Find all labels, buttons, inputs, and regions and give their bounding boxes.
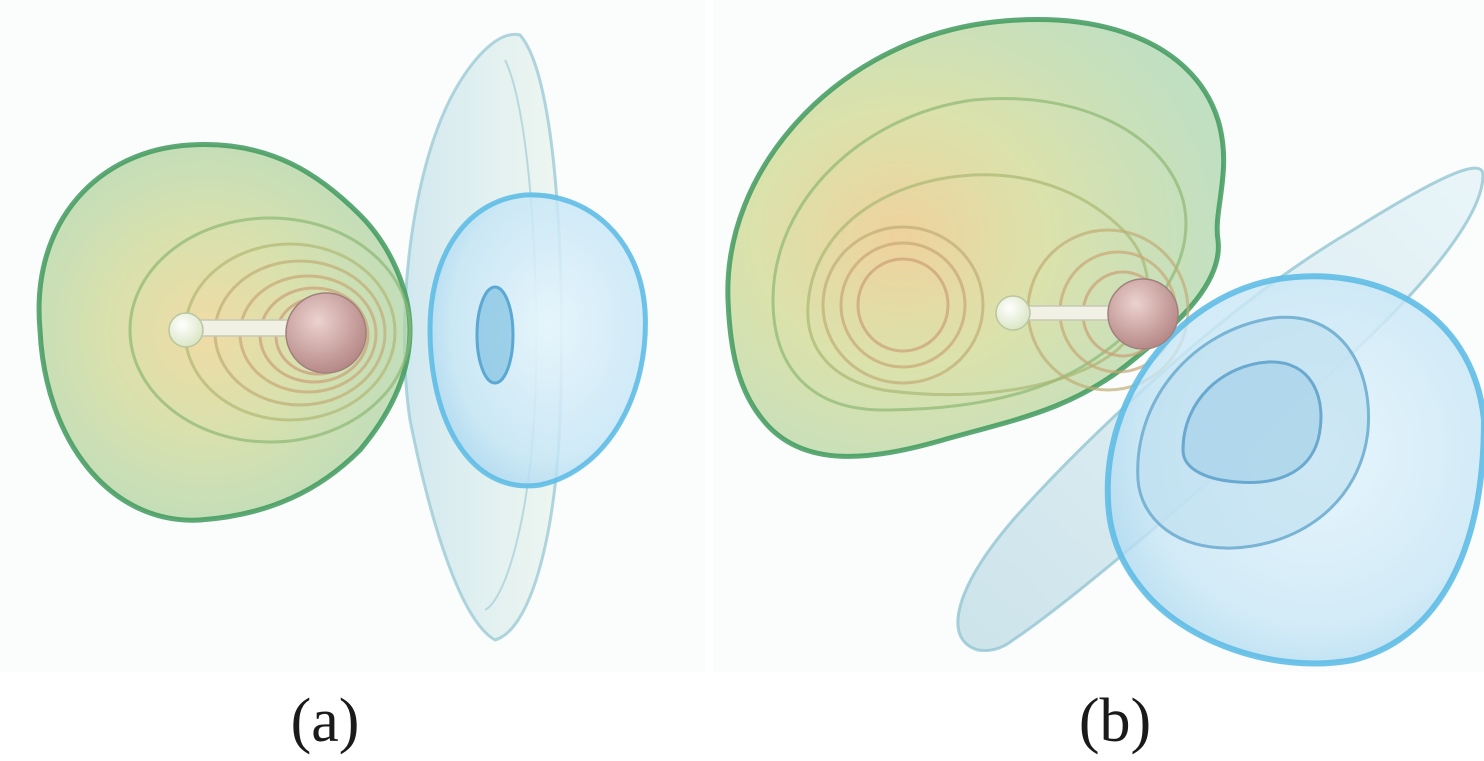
orbital-isosurface-a [0,0,705,672]
caption-a: (a) [290,687,360,755]
panel-a-orbital-render [0,0,705,672]
panel-b-orbital-render [713,0,1484,672]
orbital-isosurface-b [713,0,1484,672]
caption-b: (b) [1078,687,1152,755]
